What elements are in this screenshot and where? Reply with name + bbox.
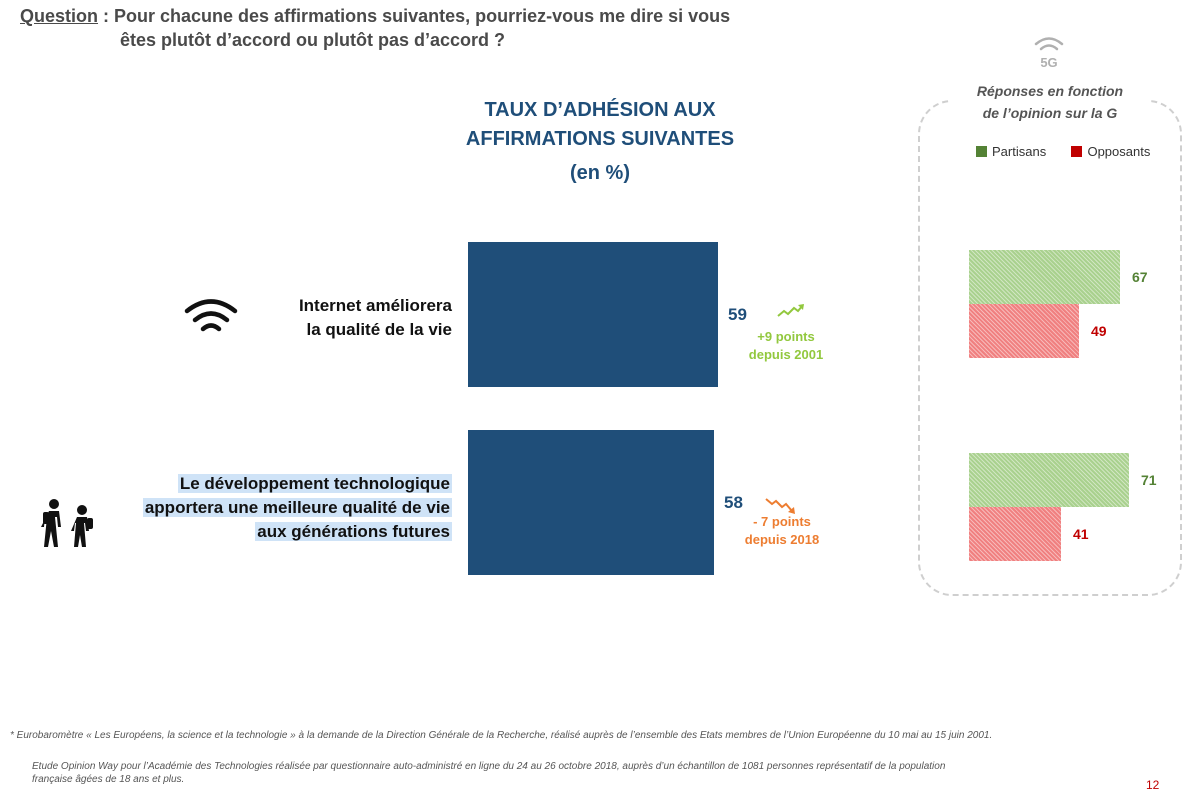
category-1-line1: Internet améliorera bbox=[298, 296, 452, 315]
footnote-eurobarometre: * Eurobaromètre « Les Européens, la scie… bbox=[10, 730, 993, 741]
trend-down-icon bbox=[765, 498, 795, 514]
opposants-value-1: 49 bbox=[1091, 323, 1107, 339]
category-label-1: Internet améliorera la qualité de la vie bbox=[299, 294, 452, 342]
legend-swatch-partisans bbox=[976, 146, 987, 157]
opposants-value-2: 41 bbox=[1073, 526, 1089, 542]
panel-title-line2: de l’opinion sur la G bbox=[982, 105, 1118, 121]
legend: Partisans Opposants bbox=[976, 144, 1150, 159]
question-line2: êtes plutôt d’accord ou plutôt pas d’acc… bbox=[120, 30, 506, 50]
category-1-line2: la qualité de la vie bbox=[306, 320, 452, 339]
chart-title-line2: AFFIRMATIONS SUIVANTES bbox=[465, 128, 735, 150]
question-line1: : Pour chacune des affirmations suivante… bbox=[98, 6, 731, 26]
main-value-1: 59 bbox=[728, 305, 747, 324]
question-label: Question bbox=[20, 6, 99, 26]
wifi-icon bbox=[184, 299, 238, 332]
5g-icon-text: 5G bbox=[1040, 55, 1057, 70]
partisans-bar-1 bbox=[969, 250, 1120, 304]
legend-label-opposants: Opposants bbox=[1087, 144, 1151, 159]
main-bar-1 bbox=[468, 242, 718, 387]
partisans-value-1: 67 bbox=[1132, 269, 1148, 285]
partisans-value-2: 71 bbox=[1141, 472, 1157, 488]
chart-unit: (en %) bbox=[570, 162, 630, 184]
trend-2-line1: - 7 points bbox=[753, 514, 811, 529]
legend-swatch-opposants bbox=[1071, 146, 1083, 157]
trend-annotation-1: +9 points depuis 2001 bbox=[734, 328, 838, 364]
legend-label-partisans: Partisans bbox=[992, 144, 1047, 159]
category-2-line1: Le développement technologique bbox=[177, 474, 452, 493]
panel-title-line1: Réponses en fonction bbox=[976, 83, 1124, 99]
chart-title-line1: TAUX D’ADHÉSION AUX bbox=[484, 99, 716, 121]
question: Question : Pour chacune des affirmations… bbox=[20, 4, 730, 28]
5g-signal-icon: 5G bbox=[1034, 37, 1064, 70]
page-number: 12 bbox=[1146, 778, 1160, 792]
category-2-line2: apportera une meilleure qualité de vie bbox=[142, 498, 452, 517]
trend-1-line1: +9 points bbox=[757, 329, 815, 344]
children-icon bbox=[41, 499, 93, 547]
trend-up-icon bbox=[777, 304, 804, 317]
trend-annotation-2: - 7 points depuis 2018 bbox=[730, 513, 834, 549]
partisans-bar-2 bbox=[969, 453, 1129, 507]
category-2-line3: aux générations futures bbox=[255, 522, 452, 541]
trend-2-line2: depuis 2018 bbox=[744, 532, 820, 547]
trend-1-line2: depuis 2001 bbox=[748, 347, 824, 362]
footnote-methodology-line1: Etude Opinion Way pour l’Académie des Te… bbox=[32, 761, 946, 772]
main-value-2: 58 bbox=[724, 493, 743, 512]
category-label-2: Le développement technologique apportera… bbox=[142, 472, 452, 544]
main-bar-2 bbox=[468, 430, 714, 575]
chart-title: TAUX D’ADHÉSION AUX AFFIRMATIONS SUIVANT… bbox=[440, 96, 760, 154]
opposants-bar-2 bbox=[969, 507, 1061, 561]
panel-title: Réponses en fonction de l’opinion sur la… bbox=[950, 80, 1150, 124]
opposants-bar-1 bbox=[969, 304, 1079, 358]
footnote-methodology-line2: française âgées de 18 ans et plus. bbox=[32, 774, 185, 785]
